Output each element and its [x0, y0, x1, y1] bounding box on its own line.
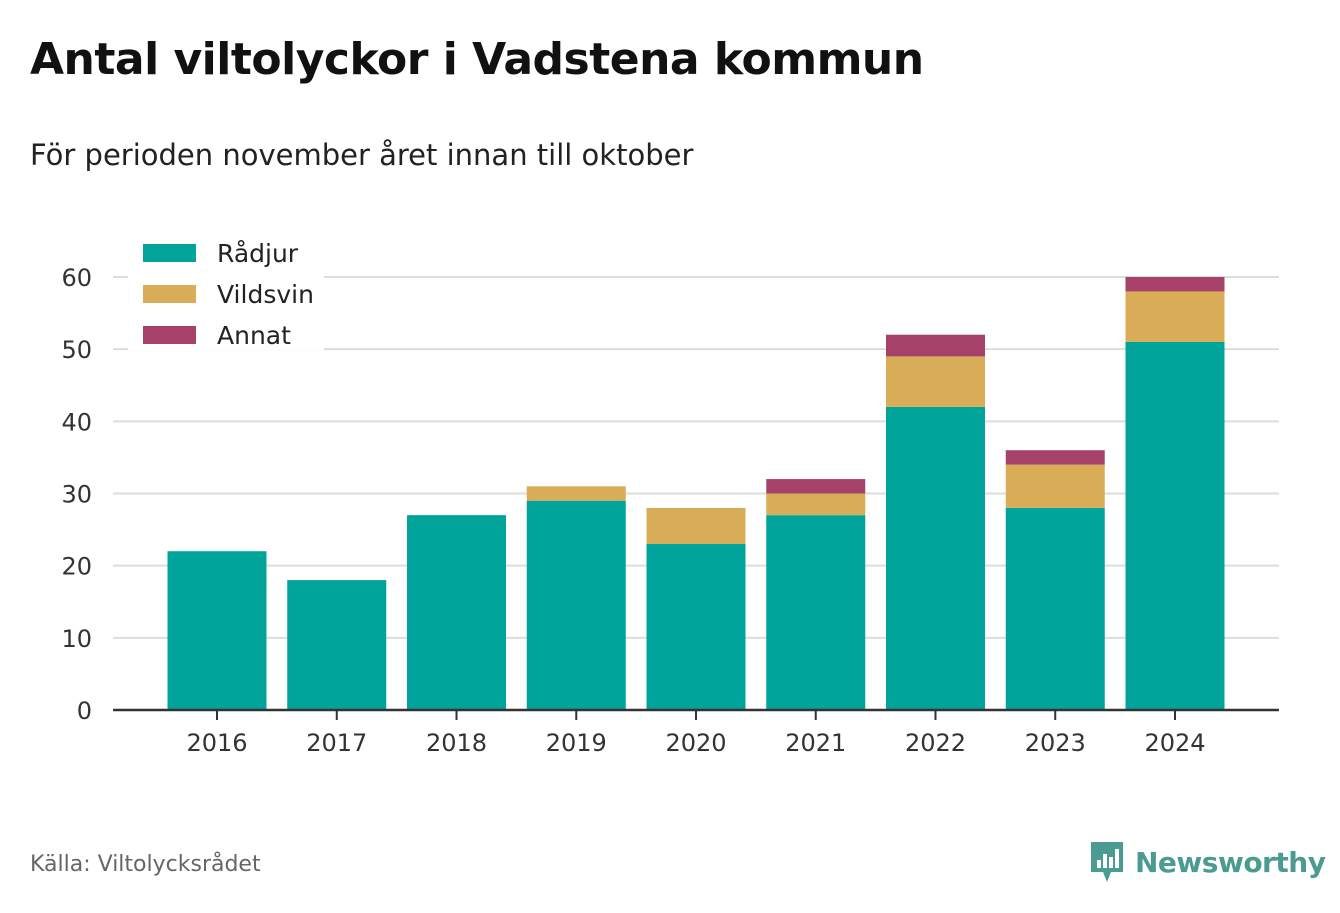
bar-radjur-2018 — [407, 515, 506, 710]
bar-annat-2024 — [1125, 277, 1225, 292]
x-tick-label: 2018 — [426, 729, 487, 757]
legend-label-vildsvin: Vildsvin — [217, 280, 314, 309]
bar-vildsvin-2020 — [646, 507, 746, 545]
bar-radjur-2021 — [766, 515, 866, 710]
y-tick-label: 50 — [61, 336, 92, 364]
legend-swatch-vildsvin — [143, 285, 196, 303]
bar-radjur-2019 — [526, 500, 626, 710]
bars — [167, 277, 1225, 710]
y-tick-label: 40 — [61, 408, 92, 436]
bar-vildsvin-2022 — [886, 356, 985, 407]
x-tick-label: 2016 — [186, 729, 247, 757]
axes: 0 10 20 30 40 50 60 2016 2017 2018 2019 2020 2021 202… — [61, 264, 1279, 757]
newsworthy-logo-icon — [1091, 842, 1123, 882]
chart-subtitle: För perioden november året innan till ok… — [30, 138, 694, 172]
legend-swatch-radjur — [143, 244, 196, 262]
x-tick-label: 2021 — [785, 729, 846, 757]
bar-vildsvin-2019 — [526, 486, 626, 501]
newsworthy-logo: Newsworthy — [1089, 840, 1326, 884]
x-tick-label: 2022 — [905, 729, 966, 757]
x-tick-label: 2020 — [665, 729, 726, 757]
x-tick-label: 2019 — [546, 729, 607, 757]
y-tick-label: 30 — [61, 481, 92, 509]
chart-title: Antal viltolyckor i Vadstena kommun — [30, 34, 924, 85]
newsworthy-logo-text: Newsworthy — [1135, 845, 1326, 879]
bar-radjur-2024 — [1125, 341, 1225, 710]
legend: Rådjur Vildsvin Annat — [128, 234, 324, 350]
y-tick-label: 0 — [77, 697, 92, 725]
y-tick-label: 20 — [61, 553, 92, 581]
x-tick-label: 2017 — [306, 729, 367, 757]
bar-annat-2021 — [766, 479, 866, 494]
bar-vildsvin-2024 — [1125, 291, 1225, 342]
bar-vildsvin-2023 — [1005, 464, 1105, 508]
bar-radjur-2023 — [1005, 507, 1105, 710]
x-tick-label: 2023 — [1025, 729, 1086, 757]
y-tick-label: 10 — [61, 625, 92, 653]
bar-radjur-2017 — [287, 580, 387, 710]
y-tick-label: 60 — [61, 264, 92, 292]
bar-annat-2023 — [1005, 450, 1105, 465]
bar-annat-2022 — [886, 334, 985, 357]
bar-vildsvin-2021 — [766, 493, 866, 516]
bar-radjur-2022 — [886, 406, 985, 710]
bar-radjur-2016 — [167, 551, 267, 710]
source-note: Källa: Viltolycksrådet — [30, 852, 261, 877]
bar-radjur-2020 — [646, 544, 746, 710]
legend-label-annat: Annat — [217, 321, 291, 350]
legend-label-radjur: Rådjur — [217, 239, 299, 268]
x-tick-label: 2024 — [1144, 729, 1205, 757]
legend-swatch-annat — [143, 326, 196, 344]
